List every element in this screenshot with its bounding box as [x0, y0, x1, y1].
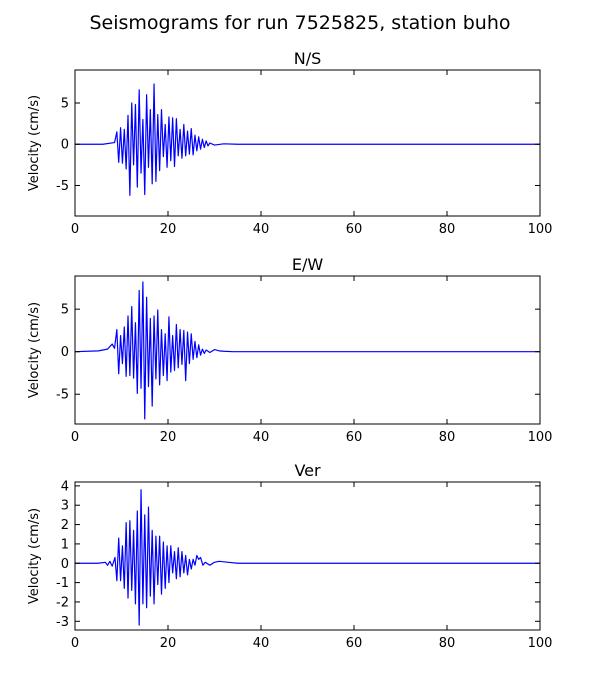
x-tick-label: 20: [160, 222, 177, 237]
y-tick-label: -5: [56, 388, 69, 403]
x-tick-label: 80: [439, 222, 456, 237]
x-tick-label: 80: [439, 636, 456, 651]
y-tick-label: 5: [61, 303, 69, 318]
y-tick-label: -5: [56, 179, 69, 194]
x-tick-label: 100: [528, 430, 553, 445]
figure-title: Seismograms for run 7525825, station buh…: [89, 12, 510, 34]
x-tick-label: 0: [71, 222, 79, 237]
x-tick-label: 60: [346, 222, 363, 237]
y-tick-label: 4: [61, 479, 69, 494]
y-tick-label: 0: [61, 138, 69, 153]
x-tick-label: 100: [528, 636, 553, 651]
x-tick-label: 0: [71, 430, 79, 445]
seismogram-trace: [75, 489, 540, 626]
panel-1: N/S 0 20 40 60 80 100 -5 0 5 Velocity (cm/s): [27, 49, 552, 237]
x-tick-label: 80: [439, 430, 456, 445]
panel-3: Ver 0 20 40 60 80 100 -3 -2 -1 0 1 2 3 4 Velocity (cm/s…: [27, 461, 552, 651]
y-tick-label: 0: [61, 345, 69, 360]
y-tick-label: 0: [61, 557, 69, 572]
x-tick-label: 60: [346, 636, 363, 651]
panel-title: Ver: [294, 461, 321, 480]
y-tick-label: 3: [61, 499, 69, 514]
axes-frame: [74, 69, 541, 217]
y-tick-label: 1: [61, 537, 69, 552]
y-tick-label: -2: [56, 595, 69, 610]
y-tick-label: -1: [56, 576, 69, 591]
x-tick-label: 40: [253, 430, 270, 445]
panel-2: E/W 0 20 40 60 80 100 -5 0 5 Velocity (cm/s): [27, 255, 552, 445]
y-tick-label: 2: [61, 518, 69, 533]
x-tick-label: 40: [253, 636, 270, 651]
y-tick-label: -3: [56, 615, 69, 630]
x-tick-label: 60: [346, 430, 363, 445]
y-tick-label: 5: [61, 96, 69, 111]
x-tick-label: 20: [160, 636, 177, 651]
y-axis-label: Velocity (cm/s): [27, 508, 42, 604]
y-axis-label: Velocity (cm/s): [27, 302, 42, 398]
y-axis-label: Velocity (cm/s): [27, 95, 42, 191]
axes-frame: [74, 275, 541, 425]
panel-title: E/W: [292, 255, 324, 274]
x-tick-label: 20: [160, 430, 177, 445]
panel-title: N/S: [294, 49, 322, 68]
axes-frame: [74, 481, 541, 631]
x-tick-label: 100: [528, 222, 553, 237]
x-tick-label: 40: [253, 222, 270, 237]
seismogram-trace: [75, 281, 540, 420]
x-tick-label: 0: [71, 636, 79, 651]
seismogram-trace: [75, 83, 540, 196]
